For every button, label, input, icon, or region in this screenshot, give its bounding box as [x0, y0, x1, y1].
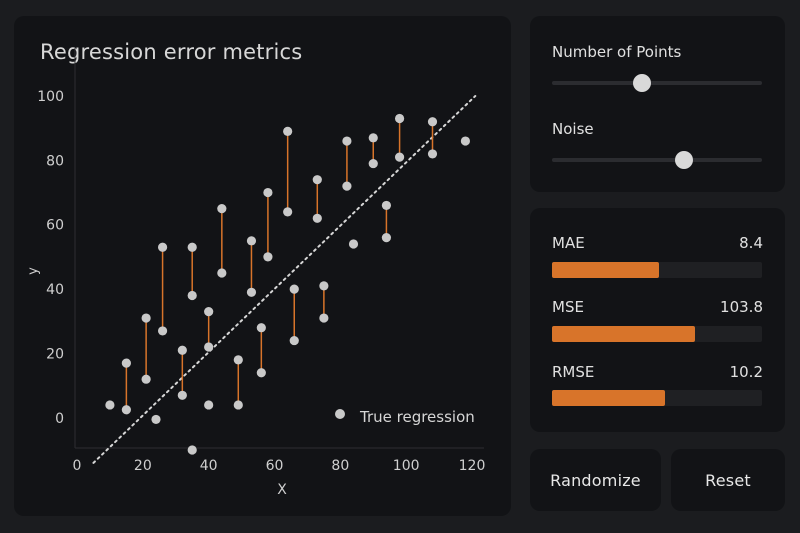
- x-tick-label: 80: [331, 458, 349, 474]
- x-tick-label: 120: [459, 458, 486, 474]
- data-point: [246, 287, 257, 297]
- y-tick-label: 20: [46, 346, 64, 362]
- data-point: [256, 323, 266, 333]
- y-tick-label: 100: [37, 89, 64, 105]
- regression-line: [92, 95, 477, 464]
- x-axis-label: X: [277, 482, 287, 498]
- x-tick-label: 60: [266, 458, 284, 474]
- y-tick-label: 80: [46, 153, 64, 169]
- data-point: [105, 400, 115, 410]
- data-point: [233, 355, 243, 365]
- x-tick-label: 100: [393, 458, 420, 474]
- data-point: [187, 445, 197, 455]
- data-point: [427, 117, 438, 127]
- y-tick-label: 40: [46, 282, 64, 298]
- mse-bar-fill: [552, 326, 695, 342]
- data-point: [394, 113, 405, 124]
- x-tick-label: 40: [200, 458, 218, 474]
- data-point: [217, 268, 227, 278]
- data-point: [319, 313, 329, 323]
- data-point: [141, 313, 151, 323]
- mae-value: 8.4: [739, 234, 763, 252]
- noise-slider-label: Noise: [552, 120, 594, 138]
- data-point: [312, 175, 322, 185]
- data-point: [394, 152, 405, 162]
- chart-panel: Regression error metrics 0 20 40 60 80 100 120…: [14, 16, 511, 516]
- y-axis-label: y: [26, 267, 41, 275]
- rmse-bar-fill: [552, 390, 666, 406]
- data-point: [381, 233, 392, 243]
- mae-label: MAE: [552, 234, 585, 252]
- mse-label: MSE: [552, 298, 584, 316]
- data-point: [368, 158, 378, 169]
- data-point: [151, 414, 161, 425]
- randomize-button[interactable]: Randomize: [530, 449, 661, 511]
- data-point: [342, 136, 352, 146]
- mae-bar: [552, 262, 762, 278]
- rmse-bar: [552, 390, 762, 406]
- data-point: [217, 204, 227, 214]
- mae-bar-fill: [552, 262, 660, 278]
- x-tick-label: 20: [134, 458, 152, 474]
- data-point: [289, 284, 299, 294]
- data-point: [283, 126, 293, 136]
- data-point: [263, 187, 273, 198]
- metrics-panel: MAE 8.4 MSE 103.8 RMSE 10.2: [530, 208, 785, 432]
- rmse-label: RMSE: [552, 363, 595, 381]
- noise-slider[interactable]: [552, 151, 762, 169]
- data-point: [283, 207, 293, 217]
- data-point: [460, 136, 471, 146]
- points-slider-label: Number of Points: [552, 43, 682, 61]
- data-point: [289, 335, 299, 346]
- data-point: [141, 374, 151, 384]
- data-point: [312, 213, 322, 223]
- reset-button[interactable]: Reset: [671, 449, 785, 511]
- mse-bar: [552, 326, 762, 342]
- data-point: [204, 342, 214, 352]
- data-point: [427, 149, 438, 159]
- data-point: [233, 400, 243, 410]
- y-tick-label: 0: [55, 411, 64, 427]
- data-point: [246, 236, 257, 246]
- controls-panel: Number of Points Noise: [530, 16, 785, 192]
- data-point: [348, 239, 359, 249]
- rmse-value: 10.2: [729, 363, 763, 381]
- data-point: [187, 290, 197, 301]
- data-point: [381, 200, 392, 211]
- legend-marker: [335, 409, 345, 419]
- data-point: [177, 345, 187, 355]
- x-tick-label: 0: [73, 458, 82, 474]
- points-slider-thumb[interactable]: [633, 74, 652, 92]
- points-slider[interactable]: [552, 74, 762, 92]
- chart-title: Regression error metrics: [40, 40, 303, 64]
- data-point: [157, 326, 168, 336]
- data-point: [204, 307, 214, 317]
- data-point: [121, 405, 131, 415]
- scatter-plot: 0 20 40 60 80 100 120 0 20 40 60 80 100 Xy True regres…: [26, 48, 486, 498]
- data-point: [157, 242, 168, 252]
- data-point: [319, 281, 329, 291]
- legend-label: True regression: [359, 408, 475, 426]
- data-point: [121, 358, 131, 368]
- y-tick-label: 60: [46, 218, 64, 234]
- data-point: [187, 242, 197, 252]
- data-point: [342, 181, 352, 191]
- mse-value: 103.8: [720, 298, 763, 316]
- noise-slider-thumb[interactable]: [675, 151, 694, 169]
- data-point: [368, 133, 378, 143]
- data-point: [263, 252, 273, 262]
- data-point: [204, 400, 214, 410]
- data-point: [177, 390, 187, 400]
- data-point: [256, 368, 266, 378]
